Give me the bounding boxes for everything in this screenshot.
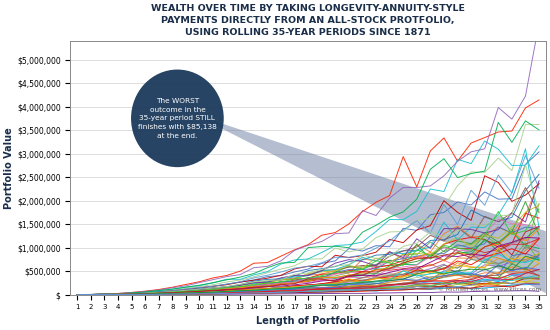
Text: © Michael Kitces,  www.kitces.com: © Michael Kitces, www.kitces.com [438, 287, 541, 292]
Polygon shape [192, 114, 546, 293]
Text: The WORST
outcome in the
35-year period STILL
finishes with $85,138
at the end.: The WORST outcome in the 35-year period … [138, 98, 217, 139]
Y-axis label: Portfolio Value: Portfolio Value [4, 127, 14, 209]
X-axis label: Length of Portfolio: Length of Portfolio [256, 316, 360, 326]
Title: WEALTH OVER TIME BY TAKING LONGEVITY-ANNUITY-STYLE
PAYMENTS DIRECTLY FROM AN ALL: WEALTH OVER TIME BY TAKING LONGEVITY-ANN… [151, 4, 465, 38]
Ellipse shape [131, 70, 224, 167]
